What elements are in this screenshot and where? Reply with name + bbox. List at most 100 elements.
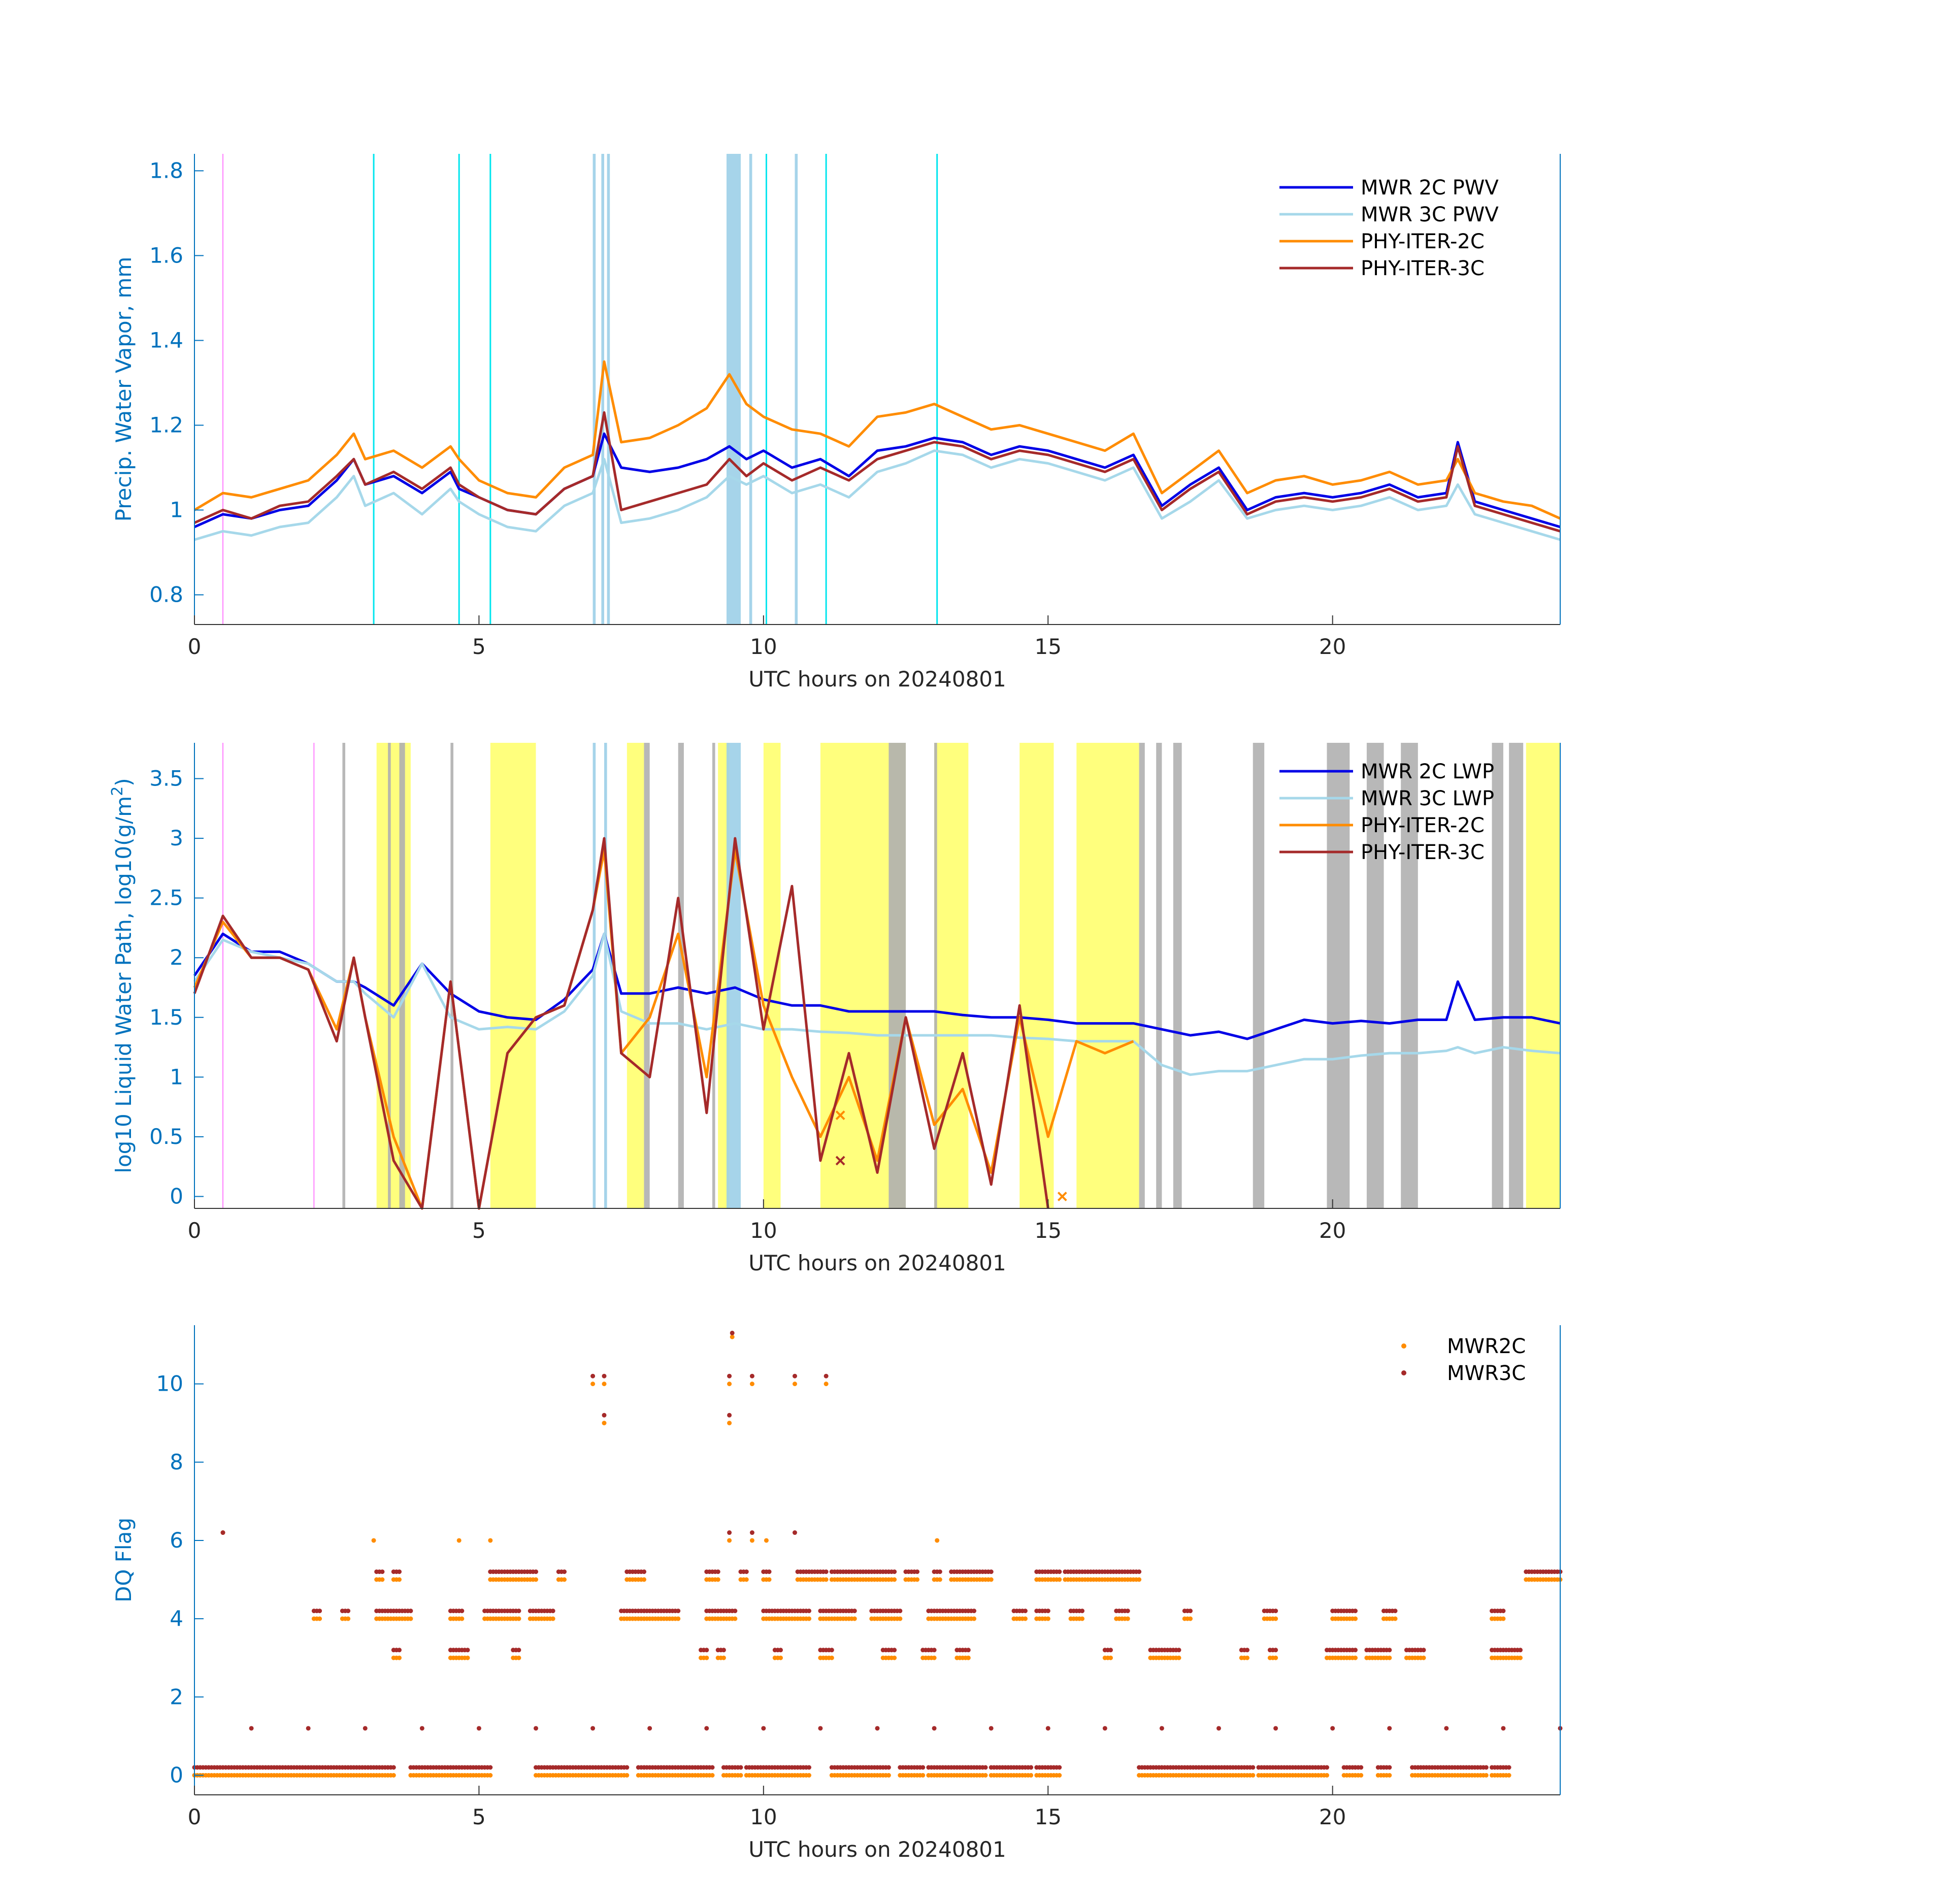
dq-point-mwr3c — [727, 1530, 732, 1535]
dq-point-mwr3c — [317, 1608, 322, 1614]
yellow-band — [1526, 743, 1560, 1208]
x-marker — [835, 1156, 845, 1166]
lwp-y-axis-label-end: ) — [111, 778, 136, 786]
y-tick-label: 1.8 — [149, 158, 183, 183]
dq-point-mwr2c — [1484, 1773, 1489, 1778]
pwv-axes: 0 5 10 15 20 0.8 1 1.2 1.4 1.6 1.8 — [149, 154, 1561, 659]
dq-point-mwr2c — [590, 1382, 596, 1387]
dq-point-mwr2c — [1057, 1773, 1062, 1778]
dq-point-mwr3c — [875, 1726, 880, 1731]
dq-point-mwr2c — [829, 1655, 834, 1660]
dq-point-mwr3c — [1518, 1648, 1523, 1653]
dq-point-mwr3c — [1125, 1608, 1130, 1614]
lwp-y-axis-label-sup: 2 — [109, 786, 126, 796]
dq-y-axis-label: DQ Flag — [111, 1518, 136, 1602]
pwv-series — [193, 360, 1561, 541]
dq-point-mwr3c — [892, 1569, 897, 1574]
dq-point-mwr2c — [778, 1655, 783, 1660]
dq-point-mwr2c — [602, 1382, 607, 1387]
dq-point-mwr3c — [792, 1530, 797, 1535]
dq-point-mwr3c — [1387, 1726, 1392, 1731]
dq-point-mwr2c — [642, 1577, 646, 1582]
gray-band — [342, 743, 346, 1208]
legend-label-phy-iter-2c: PHY-ITER-2C — [1361, 230, 1485, 253]
dq-point-mwr3c — [676, 1608, 681, 1614]
dq-point-mwr3c — [220, 1530, 225, 1535]
dq-point-mwr3c — [602, 1373, 607, 1378]
dq-point-mwr2c — [852, 1616, 857, 1621]
dq-point-mwr3c — [1245, 1648, 1249, 1653]
y-tick-label: 2 — [170, 945, 183, 970]
dq-point-mwr3c — [602, 1413, 607, 1418]
dq-point-mwr2c — [704, 1655, 709, 1660]
dq-point-mwr2c — [715, 1577, 720, 1582]
series-line-mwr-3c-pwv — [194, 449, 1561, 541]
y-tick-label: 0 — [170, 1184, 183, 1208]
dq-point-mwr3c — [1216, 1726, 1221, 1731]
gray-band — [1156, 743, 1162, 1208]
dq-point-mwr3c — [767, 1569, 772, 1574]
dq-point-mwr3c — [624, 1765, 630, 1770]
dq-point-mwr2c — [898, 1616, 903, 1621]
dq-point-mwr2c — [892, 1655, 897, 1660]
gray-band — [1401, 743, 1418, 1208]
dq-point-mwr2c — [346, 1616, 351, 1621]
dq-point-mwr3c — [1330, 1726, 1335, 1731]
dq-point-mwr3c — [886, 1765, 891, 1770]
dq-point-mwr2c — [738, 1773, 743, 1778]
dq-point-mwr2c — [792, 1382, 797, 1387]
dq-point-mwr2c — [1137, 1577, 1142, 1582]
yellow-band — [490, 743, 536, 1208]
dq-point-mwr2c — [886, 1773, 891, 1778]
gray-band — [1173, 743, 1182, 1208]
pwv-legend: MWR 2C PWV MWR 3C PWV PHY-ITER-2C PHY-ITER-… — [1279, 176, 1499, 280]
dq-point-mwr2c — [1353, 1616, 1358, 1621]
dq-point-mwr2c — [1506, 1773, 1511, 1778]
dq-point-mwr2c — [1057, 1577, 1062, 1582]
dq-point-mwr3c — [807, 1608, 811, 1614]
dq-point-mwr3c — [1045, 1608, 1050, 1614]
dq-point-mwr2c — [562, 1577, 567, 1582]
dq-point-mwr2c — [727, 1382, 732, 1387]
dq-point-mwr3c — [733, 1608, 738, 1614]
gray-band — [1366, 743, 1384, 1208]
dq-point-mwr2c — [397, 1577, 402, 1582]
dq-point-mwr3c — [1080, 1608, 1084, 1614]
dq-point-mwr3c — [419, 1726, 424, 1731]
lwp-y-axis-label: log10 Liquid Water Path, log10(g/m2) — [109, 778, 137, 1173]
dq-point-mwr2c — [1023, 1616, 1028, 1621]
yellow-band — [1076, 743, 1139, 1208]
dq-point-mwr3c — [1045, 1726, 1050, 1731]
y-tick-label: 3 — [170, 826, 183, 850]
series-line-mwr-2c-lwp — [193, 932, 1561, 1040]
lwp-series — [193, 837, 1561, 1210]
dq-point-mwr3c — [704, 1726, 709, 1731]
y-tick-label: 1.5 — [149, 1005, 183, 1030]
x-tick-label: 20 — [1319, 1804, 1346, 1829]
y-tick-label: 10 — [156, 1371, 183, 1396]
x-tick-label: 10 — [750, 1804, 777, 1829]
dq-point-mwr3c — [898, 1608, 903, 1614]
dq-point-mwr2c — [516, 1616, 521, 1621]
dq-point-mwr3c — [1444, 1726, 1449, 1731]
x-tick-label: 0 — [188, 634, 202, 659]
dq-point-mwr3c — [306, 1726, 311, 1731]
dq-point-mwr3c — [534, 1569, 538, 1574]
y-tick-label: 3.5 — [149, 766, 183, 791]
dq-point-mwr3c — [1353, 1608, 1358, 1614]
gray-band — [934, 743, 937, 1208]
dq-point-mwr2c — [749, 1538, 754, 1543]
dq-point-mwr2c — [488, 1773, 493, 1778]
dq-point-mwr3c — [818, 1726, 823, 1731]
dq-point-mwr2c — [727, 1538, 732, 1543]
blue-band — [593, 743, 596, 1208]
dq-point-mwr2c — [1108, 1655, 1113, 1660]
yellow-band — [627, 743, 644, 1208]
dq-point-mwr2c — [317, 1616, 322, 1621]
blue-band — [749, 154, 752, 625]
dq-point-mwr3c — [465, 1648, 470, 1653]
series-line-mwr-3c-lwp — [193, 932, 1561, 1076]
gray-band — [450, 743, 453, 1208]
legend-label-mwr3c: MWR3C — [1447, 1362, 1526, 1385]
gray-band — [644, 743, 650, 1208]
